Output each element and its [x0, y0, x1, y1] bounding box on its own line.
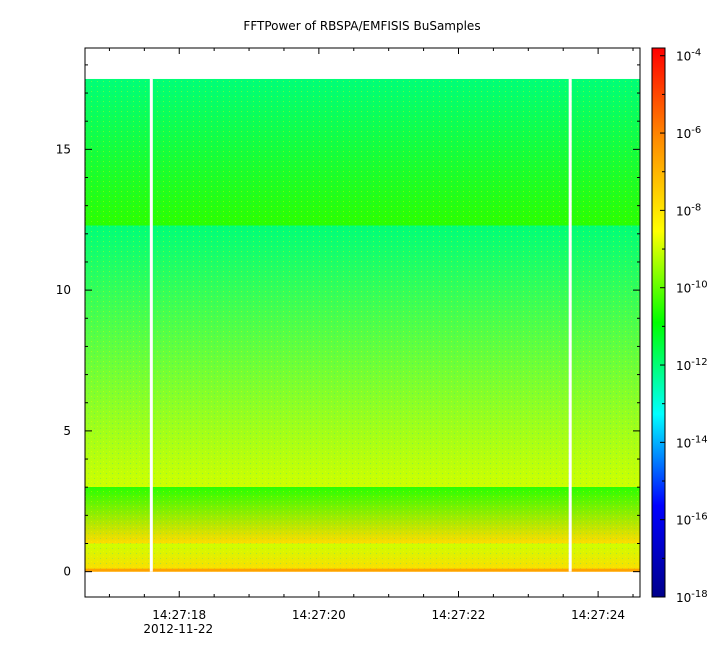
spectrogram-floor [85, 568, 640, 572]
colorbar-tick-base: 10 [676, 50, 691, 64]
y-axis: 0 5 10 15 [56, 64, 640, 579]
spectrogram-texture [85, 78, 640, 572]
plot-frame [84, 47, 641, 598]
data-gap [568, 78, 572, 572]
colorbar-tick-label: 10-18 [676, 589, 708, 605]
y-tick-label: 15 [56, 142, 71, 156]
x-date-label: 2012-11-22 [143, 622, 213, 636]
colorbar-tick-label: 10-12 [676, 357, 708, 373]
colorbar-tick-label: 10-4 [676, 48, 701, 64]
colorbar-gradient [651, 47, 666, 598]
x-tick-label: 14:27:18 [152, 608, 206, 622]
y-tick-label: 10 [56, 283, 71, 297]
colorbar-tick-exponent: -8 [691, 202, 701, 213]
plot-area [84, 47, 641, 598]
colorbar-tick-label: 10-8 [676, 202, 701, 218]
colorbar-tick-base: 10 [676, 127, 691, 141]
data-gap [149, 78, 153, 572]
x-tick-label: 14:27:24 [571, 608, 625, 622]
colorbar-tick-exponent: -12 [691, 357, 707, 368]
y-tick-label: 5 [63, 424, 71, 438]
colorbar-tick-base: 10 [676, 282, 691, 296]
chart-title: FFTPower of RBSPA/EMFISIS BuSamples [243, 19, 480, 33]
colorbar-tick-label: 10-16 [676, 512, 708, 528]
x-tick-label: 14:27:22 [432, 608, 486, 622]
colorbar-tick-label: 10-6 [676, 125, 701, 141]
colorbar-tick-exponent: -6 [691, 125, 701, 136]
x-axis: 14:27:18 14:27:20 14:27:22 14:27:24 2012-11-… [108, 48, 634, 636]
colorbar-tick-exponent: -4 [691, 48, 701, 59]
colorbar-tick-label: 10-14 [676, 434, 708, 450]
colorbar-tick-base: 10 [676, 204, 691, 218]
colorbar-tick-base: 10 [676, 359, 691, 373]
colorbar-tick-base: 10 [676, 436, 691, 450]
colorbar-tick-exponent: -18 [691, 589, 707, 600]
colorbar-tick-exponent: -16 [691, 512, 707, 523]
colorbar-tick-base: 10 [676, 514, 691, 528]
colorbar-tick-base: 10 [676, 591, 691, 605]
colorbar-tick-exponent: -10 [691, 280, 707, 291]
colorbar-tick-label: 10-10 [676, 280, 708, 296]
colorbar-tick-exponent: -14 [691, 434, 707, 445]
y-tick-label: 0 [63, 565, 71, 579]
x-tick-label: 14:27:20 [292, 608, 346, 622]
